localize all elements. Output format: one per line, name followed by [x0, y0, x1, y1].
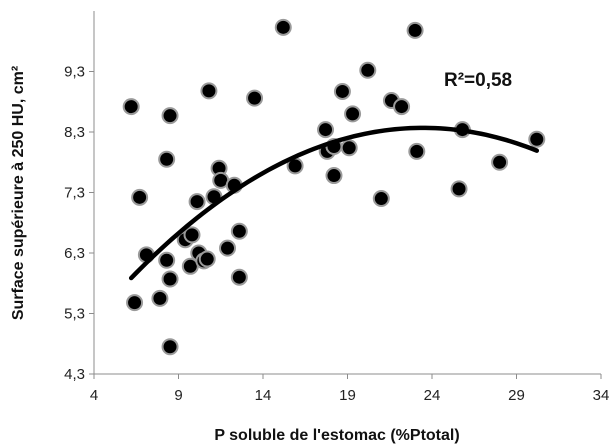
data-point	[246, 89, 264, 107]
data-point	[450, 180, 468, 198]
x-tick-label: 24	[424, 387, 441, 404]
data-point	[161, 270, 179, 288]
data-point	[274, 18, 292, 36]
x-axis-ticks: 4 9 14 19 24 29 34	[90, 374, 610, 404]
y-tick-label: 8,3	[64, 124, 85, 141]
data-point	[340, 139, 358, 157]
data-points	[122, 18, 546, 356]
data-point	[122, 98, 140, 116]
y-tick-label: 5,3	[64, 306, 85, 323]
data-point	[158, 251, 176, 269]
data-point	[408, 142, 426, 160]
x-tick-label: 34	[593, 387, 610, 404]
data-point	[359, 61, 377, 79]
data-point	[200, 82, 218, 100]
data-point	[158, 150, 176, 168]
x-axis-title: P soluble de l'estomac (%Ptotal)	[214, 427, 459, 444]
r-squared-annotation: R²=0,58	[444, 70, 512, 91]
trendline	[128, 125, 540, 281]
data-point	[491, 153, 509, 171]
data-point	[230, 268, 248, 286]
x-tick-label: 14	[255, 387, 272, 404]
data-point	[126, 294, 144, 312]
data-point	[333, 82, 351, 100]
data-point	[372, 190, 390, 208]
y-axis-title: Surface supérieure à 250 HU, cm²	[10, 66, 27, 320]
data-point	[393, 98, 411, 116]
y-tick-label: 7,3	[64, 185, 85, 202]
data-point	[230, 222, 248, 240]
y-tick-label: 6,3	[64, 245, 85, 262]
x-tick-label: 4	[90, 387, 98, 404]
data-point	[325, 167, 343, 185]
x-tick-label: 9	[174, 387, 182, 404]
data-point	[528, 130, 546, 148]
data-point	[406, 21, 424, 39]
data-point	[317, 121, 335, 139]
data-point	[131, 188, 149, 206]
data-point	[219, 239, 237, 257]
x-tick-label: 19	[339, 387, 356, 404]
y-tick-label: 9,3	[64, 64, 85, 81]
data-point	[198, 250, 216, 268]
y-tick-label: 4,3	[64, 366, 85, 383]
data-point	[183, 226, 201, 244]
data-point	[161, 338, 179, 356]
data-point	[161, 107, 179, 125]
data-point	[188, 193, 206, 211]
x-tick-label: 29	[508, 387, 525, 404]
y-axis-ticks: 4,3 5,3 6,3 7,3 8,3 9,3	[64, 64, 94, 383]
data-point	[344, 105, 362, 123]
data-point	[151, 289, 169, 307]
